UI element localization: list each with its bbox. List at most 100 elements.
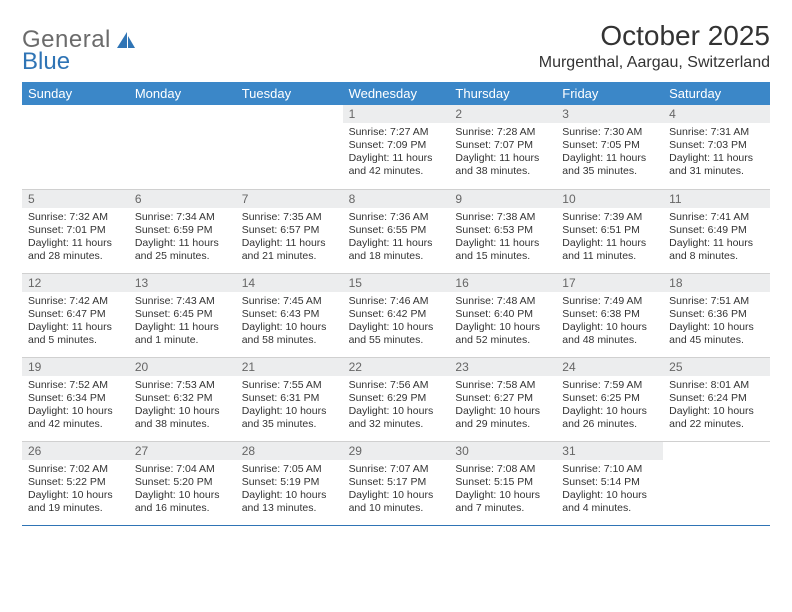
day-number: 23 — [449, 358, 556, 376]
sunset-line: Sunset: 6:45 PM — [135, 308, 230, 321]
sunset-line: Sunset: 6:36 PM — [669, 308, 764, 321]
sunrise-line: Sunrise: 7:59 AM — [562, 379, 657, 392]
calendar-cell: 6Sunrise: 7:34 AMSunset: 6:59 PMDaylight… — [129, 189, 236, 273]
day-details: Sunrise: 7:04 AMSunset: 5:20 PMDaylight:… — [129, 460, 236, 520]
day-details: Sunrise: 7:53 AMSunset: 6:32 PMDaylight:… — [129, 376, 236, 436]
sunrise-line: Sunrise: 7:10 AM — [562, 463, 657, 476]
sunrise-line: Sunrise: 7:45 AM — [242, 295, 337, 308]
day-details: Sunrise: 7:48 AMSunset: 6:40 PMDaylight:… — [449, 292, 556, 352]
calendar-week: 5Sunrise: 7:32 AMSunset: 7:01 PMDaylight… — [22, 189, 770, 273]
sunrise-line: Sunrise: 7:35 AM — [242, 211, 337, 224]
day-number: 7 — [236, 190, 343, 208]
calendar-cell: 13Sunrise: 7:43 AMSunset: 6:45 PMDayligh… — [129, 273, 236, 357]
day-number: 25 — [663, 358, 770, 376]
daylight-line: Daylight: 11 hours and 5 minutes. — [28, 321, 123, 347]
daylight-line: Daylight: 10 hours and 45 minutes. — [669, 321, 764, 347]
dayhead-fri: Friday — [556, 82, 663, 105]
calendar-header-row: Sunday Monday Tuesday Wednesday Thursday… — [22, 82, 770, 105]
day-number: 4 — [663, 105, 770, 123]
calendar-cell: 1Sunrise: 7:27 AMSunset: 7:09 PMDaylight… — [343, 105, 450, 189]
daylight-line: Daylight: 10 hours and 7 minutes. — [455, 489, 550, 515]
sunset-line: Sunset: 5:15 PM — [455, 476, 550, 489]
calendar-cell: 24Sunrise: 7:59 AMSunset: 6:25 PMDayligh… — [556, 357, 663, 441]
sunrise-line: Sunrise: 7:38 AM — [455, 211, 550, 224]
daylight-line: Daylight: 11 hours and 25 minutes. — [135, 237, 230, 263]
daylight-line: Daylight: 10 hours and 58 minutes. — [242, 321, 337, 347]
sunrise-line: Sunrise: 8:01 AM — [669, 379, 764, 392]
day-number: 17 — [556, 274, 663, 292]
calendar-cell: 11Sunrise: 7:41 AMSunset: 6:49 PMDayligh… — [663, 189, 770, 273]
calendar-cell: 5Sunrise: 7:32 AMSunset: 7:01 PMDaylight… — [22, 189, 129, 273]
day-details: Sunrise: 7:27 AMSunset: 7:09 PMDaylight:… — [343, 123, 450, 183]
day-details: Sunrise: 7:10 AMSunset: 5:14 PMDaylight:… — [556, 460, 663, 520]
sunrise-line: Sunrise: 7:53 AM — [135, 379, 230, 392]
day-details: Sunrise: 7:58 AMSunset: 6:27 PMDaylight:… — [449, 376, 556, 436]
sunset-line: Sunset: 5:19 PM — [242, 476, 337, 489]
calendar-week: 19Sunrise: 7:52 AMSunset: 6:34 PMDayligh… — [22, 357, 770, 441]
calendar-cell — [663, 441, 770, 525]
daylight-line: Daylight: 10 hours and 16 minutes. — [135, 489, 230, 515]
day-number: 26 — [22, 442, 129, 460]
day-number: 1 — [343, 105, 450, 123]
day-number: 11 — [663, 190, 770, 208]
sunset-line: Sunset: 6:49 PM — [669, 224, 764, 237]
day-details: Sunrise: 7:30 AMSunset: 7:05 PMDaylight:… — [556, 123, 663, 183]
day-details: Sunrise: 7:34 AMSunset: 6:59 PMDaylight:… — [129, 208, 236, 268]
sunrise-line: Sunrise: 7:08 AM — [455, 463, 550, 476]
sunset-line: Sunset: 7:09 PM — [349, 139, 444, 152]
day-number: 21 — [236, 358, 343, 376]
sunrise-line: Sunrise: 7:32 AM — [28, 211, 123, 224]
sunrise-line: Sunrise: 7:58 AM — [455, 379, 550, 392]
daylight-line: Daylight: 11 hours and 18 minutes. — [349, 237, 444, 263]
day-number: 5 — [22, 190, 129, 208]
day-number: 13 — [129, 274, 236, 292]
calendar-cell: 14Sunrise: 7:45 AMSunset: 6:43 PMDayligh… — [236, 273, 343, 357]
dayhead-wed: Wednesday — [343, 82, 450, 105]
sunset-line: Sunset: 6:51 PM — [562, 224, 657, 237]
sunset-line: Sunset: 6:59 PM — [135, 224, 230, 237]
daylight-line: Daylight: 10 hours and 26 minutes. — [562, 405, 657, 431]
day-number: 2 — [449, 105, 556, 123]
sunrise-line: Sunrise: 7:07 AM — [349, 463, 444, 476]
daylight-line: Daylight: 10 hours and 19 minutes. — [28, 489, 123, 515]
dayhead-tue: Tuesday — [236, 82, 343, 105]
sunset-line: Sunset: 6:47 PM — [28, 308, 123, 321]
daylight-line: Daylight: 11 hours and 42 minutes. — [349, 152, 444, 178]
day-number: 14 — [236, 274, 343, 292]
sunrise-line: Sunrise: 7:56 AM — [349, 379, 444, 392]
day-details: Sunrise: 7:32 AMSunset: 7:01 PMDaylight:… — [22, 208, 129, 268]
sunset-line: Sunset: 6:40 PM — [455, 308, 550, 321]
calendar-cell: 31Sunrise: 7:10 AMSunset: 5:14 PMDayligh… — [556, 441, 663, 525]
day-details: Sunrise: 7:51 AMSunset: 6:36 PMDaylight:… — [663, 292, 770, 352]
day-details: Sunrise: 7:43 AMSunset: 6:45 PMDaylight:… — [129, 292, 236, 352]
daylight-line: Daylight: 10 hours and 4 minutes. — [562, 489, 657, 515]
sunset-line: Sunset: 7:01 PM — [28, 224, 123, 237]
sunset-line: Sunset: 5:17 PM — [349, 476, 444, 489]
sunset-line: Sunset: 6:55 PM — [349, 224, 444, 237]
day-number: 20 — [129, 358, 236, 376]
day-details: Sunrise: 7:59 AMSunset: 6:25 PMDaylight:… — [556, 376, 663, 436]
sunset-line: Sunset: 6:57 PM — [242, 224, 337, 237]
sunrise-line: Sunrise: 7:02 AM — [28, 463, 123, 476]
calendar-cell: 9Sunrise: 7:38 AMSunset: 6:53 PMDaylight… — [449, 189, 556, 273]
sunrise-line: Sunrise: 7:04 AM — [135, 463, 230, 476]
calendar-cell: 19Sunrise: 7:52 AMSunset: 6:34 PMDayligh… — [22, 357, 129, 441]
day-number: 28 — [236, 442, 343, 460]
calendar-week: 1Sunrise: 7:27 AMSunset: 7:09 PMDaylight… — [22, 105, 770, 189]
sunrise-line: Sunrise: 7:52 AM — [28, 379, 123, 392]
dayhead-mon: Monday — [129, 82, 236, 105]
calendar-cell: 27Sunrise: 7:04 AMSunset: 5:20 PMDayligh… — [129, 441, 236, 525]
calendar-cell: 22Sunrise: 7:56 AMSunset: 6:29 PMDayligh… — [343, 357, 450, 441]
day-number: 29 — [343, 442, 450, 460]
sunset-line: Sunset: 6:31 PM — [242, 392, 337, 405]
day-number: 19 — [22, 358, 129, 376]
header: General October 2025 Murgenthal, Aargau,… — [22, 20, 770, 72]
calendar-cell — [129, 105, 236, 189]
daylight-line: Daylight: 10 hours and 52 minutes. — [455, 321, 550, 347]
day-details: Sunrise: 7:28 AMSunset: 7:07 PMDaylight:… — [449, 123, 556, 183]
daylight-line: Daylight: 11 hours and 31 minutes. — [669, 152, 764, 178]
calendar-cell: 4Sunrise: 7:31 AMSunset: 7:03 PMDaylight… — [663, 105, 770, 189]
day-details: Sunrise: 7:41 AMSunset: 6:49 PMDaylight:… — [663, 208, 770, 268]
calendar-cell: 23Sunrise: 7:58 AMSunset: 6:27 PMDayligh… — [449, 357, 556, 441]
daylight-line: Daylight: 10 hours and 48 minutes. — [562, 321, 657, 347]
